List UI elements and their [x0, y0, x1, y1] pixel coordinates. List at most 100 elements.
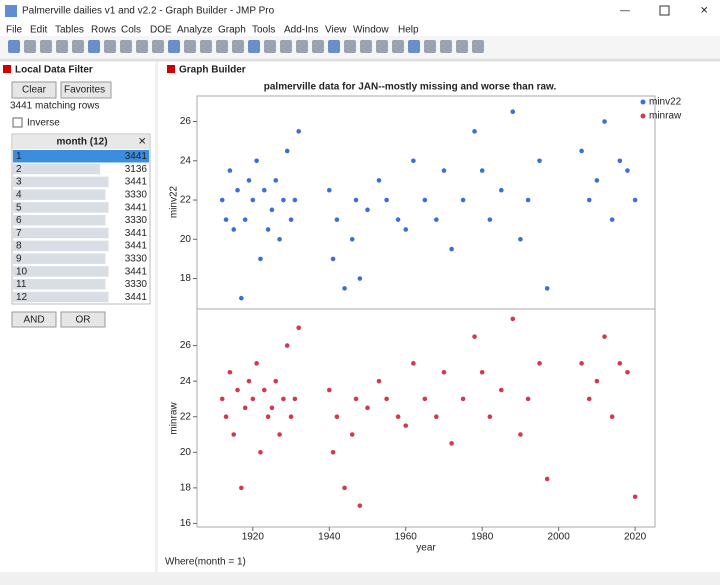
tool-icon[interactable] — [264, 40, 276, 53]
tool-icon[interactable] — [168, 40, 180, 53]
tool-icon[interactable] — [24, 40, 36, 53]
point — [544, 476, 550, 482]
favorites-label: Favorites — [64, 85, 105, 96]
menu-item[interactable]: Edit — [30, 25, 47, 36]
row-count: 3441 — [125, 241, 148, 252]
point — [403, 227, 409, 232]
row-level[interactable]: 10 — [16, 266, 28, 277]
tool-icon[interactable] — [184, 40, 196, 53]
point — [273, 378, 279, 384]
tool-icon[interactable] — [216, 40, 228, 53]
count-bar — [13, 253, 106, 264]
tool-icon[interactable] — [248, 40, 260, 53]
tool-icon[interactable] — [104, 40, 116, 53]
point — [284, 148, 290, 154]
point — [395, 217, 401, 222]
maximize[interactable] — [659, 5, 670, 16]
tool-icon[interactable] — [360, 40, 372, 53]
tool-icon[interactable] — [136, 40, 148, 53]
y-tick-label: 20 — [180, 234, 192, 245]
point — [487, 217, 493, 222]
menu-item[interactable]: Graph — [218, 25, 246, 36]
point — [334, 414, 340, 420]
minimize[interactable]: — — [620, 6, 630, 17]
menu-item[interactable]: Analyze — [177, 25, 213, 36]
title-bar — [0, 0, 720, 22]
remove-filter[interactable]: ✕ — [138, 137, 146, 148]
row-count: 3441 — [125, 266, 148, 277]
y-tick-label: 26 — [180, 116, 192, 127]
row-level[interactable]: 3 — [16, 177, 22, 188]
tool-icon[interactable] — [200, 40, 212, 53]
menu-item[interactable]: File — [6, 25, 23, 36]
menu-item[interactable]: View — [325, 25, 347, 36]
tool-icon[interactable] — [392, 40, 404, 53]
and-button[interactable] — [11, 311, 57, 328]
tool-icon[interactable] — [152, 40, 164, 53]
point — [349, 236, 355, 242]
tool-icon[interactable] — [376, 40, 388, 53]
row-level[interactable]: 12 — [16, 292, 28, 303]
count-bar — [13, 227, 109, 239]
or-button[interactable] — [60, 311, 106, 328]
row-level[interactable]: 5 — [16, 202, 22, 213]
tool-icon[interactable] — [88, 40, 100, 53]
row-level[interactable]: 8 — [16, 241, 22, 252]
count-bar — [13, 279, 106, 290]
menu-item[interactable]: Window — [353, 25, 389, 36]
menu-item[interactable]: Help — [398, 25, 419, 36]
favorites-button[interactable] — [60, 81, 112, 99]
row-level[interactable]: 9 — [16, 254, 22, 265]
tool-icon[interactable] — [72, 40, 84, 53]
red-triangle[interactable] — [167, 65, 175, 73]
menu-item[interactable]: Cols — [121, 25, 141, 36]
tool-icon[interactable] — [280, 40, 292, 53]
y-tick-label: 26 — [180, 340, 192, 351]
tool-icon[interactable] — [472, 40, 484, 53]
tool-icon[interactable] — [312, 40, 324, 53]
menu-item[interactable]: Tables — [55, 25, 84, 36]
tool-icon[interactable] — [296, 40, 308, 53]
point — [330, 449, 336, 455]
menu-item[interactable]: DOE — [150, 25, 172, 36]
row-level[interactable]: 11 — [16, 279, 27, 290]
count-bar — [13, 189, 106, 200]
tool-icon[interactable] — [40, 40, 52, 53]
tool-icon[interactable] — [120, 40, 132, 53]
tool-icon[interactable] — [424, 40, 436, 53]
point — [219, 197, 225, 203]
menu-item[interactable]: Tools — [252, 25, 275, 36]
point — [227, 168, 233, 173]
point — [261, 387, 267, 393]
y-tick-label: 22 — [180, 411, 192, 422]
tool-icon[interactable] — [408, 40, 420, 53]
tool-icon[interactable] — [440, 40, 452, 53]
menu-item[interactable]: Add-Ins — [284, 25, 318, 36]
row-level[interactable]: 2 — [16, 164, 22, 175]
red-triangle[interactable] — [3, 65, 11, 73]
chart: 1920 1940 1960 1980 2000 2020 year 18 20 22 24 26 mi… — [169, 95, 682, 554]
point — [292, 396, 298, 402]
row-count: 3441 — [125, 228, 148, 239]
tool-icon[interactable] — [344, 40, 356, 53]
count-bar — [13, 240, 109, 252]
row-level[interactable]: 6 — [16, 215, 22, 226]
tool-icon[interactable] — [232, 40, 244, 53]
menu-item[interactable]: Rows — [91, 25, 116, 36]
close[interactable]: ✕ — [700, 6, 708, 17]
count-bar — [13, 151, 109, 162]
clear-button[interactable] — [11, 81, 57, 99]
inverse-checkbox[interactable] — [12, 117, 23, 128]
row-level[interactable]: 7 — [16, 228, 22, 239]
point — [632, 197, 638, 203]
point — [219, 396, 225, 402]
tool-icon[interactable] — [456, 40, 468, 53]
tool-icon[interactable] — [8, 40, 20, 53]
point — [449, 441, 454, 446]
tool-icon[interactable] — [56, 40, 68, 53]
row-level[interactable]: 4 — [16, 190, 22, 201]
point — [235, 187, 240, 193]
row-level[interactable]: 1 — [16, 151, 22, 162]
tool-icon[interactable] — [328, 40, 340, 53]
row-count: 3441 — [125, 202, 148, 213]
